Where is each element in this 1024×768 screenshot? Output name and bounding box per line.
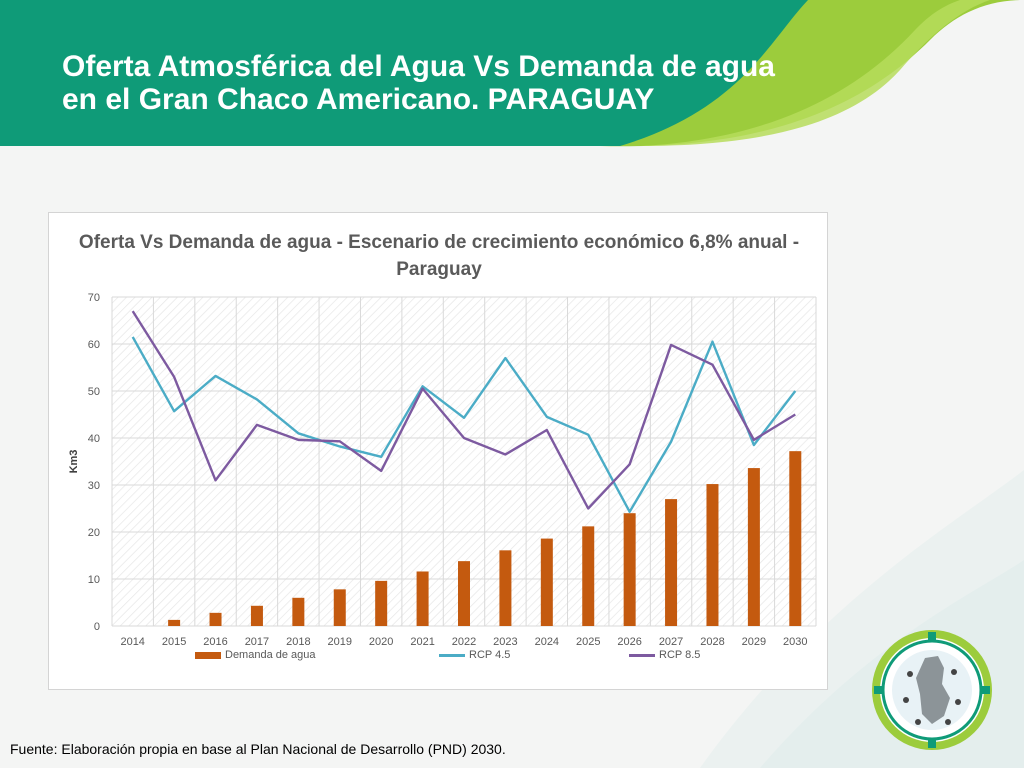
- y-tick-label: 10: [88, 574, 100, 586]
- x-tick-label: 2015: [162, 636, 186, 648]
- line-rcp45: [131, 336, 797, 513]
- legend-item-rcp45: RCP 4.5: [439, 648, 510, 662]
- bar-demanda: [706, 484, 719, 626]
- legend-swatch-rcp85: [629, 653, 655, 657]
- y-tick-label: 30: [88, 480, 100, 492]
- bar-demanda: [789, 451, 802, 626]
- x-tick-label: 2018: [286, 636, 310, 648]
- x-tick-label: 2029: [742, 636, 766, 648]
- chart-title: Oferta Vs Demanda de agua - Escenario de…: [78, 232, 800, 280]
- legend-swatch-rcp45: [439, 653, 465, 657]
- legend-label-rcp45: RCP 4.5: [469, 649, 511, 661]
- x-tick-label: 2024: [535, 636, 559, 648]
- bar-demanda: [458, 561, 470, 626]
- slide-title: Oferta Atmosférica del Agua Vs Demanda d…: [62, 50, 775, 116]
- bar-demanda: [623, 513, 636, 626]
- x-tick-label: 2025: [576, 636, 600, 648]
- header-band: [0, 0, 808, 146]
- legend-item-demanda: Demanda de agua: [195, 648, 316, 662]
- x-tick-label: 2020: [369, 636, 393, 648]
- x-tick-label: 2021: [410, 636, 434, 648]
- line-rcp85: [131, 310, 796, 510]
- bar-demanda: [499, 550, 512, 626]
- legend-label-demanda: Demanda de agua: [225, 649, 316, 661]
- bar-demanda: [582, 526, 595, 626]
- x-tick-label: 2019: [328, 636, 352, 648]
- x-tick-label: 2014: [120, 636, 144, 648]
- y-tick-label: 50: [88, 386, 100, 398]
- chart-card: Oferta Vs Demanda de agua - Escenario de…: [48, 212, 828, 690]
- bar-demanda: [209, 612, 222, 626]
- x-tick-label: 2026: [617, 636, 641, 648]
- bar-demanda: [250, 605, 263, 626]
- bar-demanda: [333, 589, 346, 626]
- x-tick-label: 2017: [245, 636, 269, 648]
- bar-demanda: [168, 619, 181, 626]
- bar-demanda: [747, 468, 760, 626]
- y-tick-label: 0: [94, 621, 100, 633]
- x-tick-label: 2030: [783, 636, 807, 648]
- legend-item-rcp85: RCP 8.5: [629, 648, 700, 662]
- chart-legend: Demanda de agua RCP 4.5 RCP 8.5: [49, 648, 829, 662]
- y-tick-label: 40: [88, 433, 100, 445]
- y-tick-label: 60: [88, 339, 100, 351]
- y-tick-label: 20: [88, 527, 100, 539]
- source-citation: Fuente: Elaboración propia en base al Pl…: [10, 741, 506, 757]
- x-tick-label: 2016: [203, 636, 227, 648]
- y-tick-label: 70: [88, 292, 100, 304]
- bar-demanda: [416, 571, 429, 626]
- header-wave-highlight: [640, 0, 990, 146]
- bar-demanda: [375, 580, 388, 626]
- x-tick-label: 2023: [493, 636, 517, 648]
- x-tick-label: 2028: [700, 636, 724, 648]
- legend-label-rcp85: RCP 8.5: [659, 649, 701, 661]
- y-axis-label: Km3: [68, 450, 80, 474]
- gran-chaco-logo-icon: [872, 630, 992, 750]
- x-tick-label: 2027: [659, 636, 683, 648]
- legend-swatch-demanda: [195, 651, 221, 659]
- bar-demanda: [665, 499, 678, 626]
- x-tick-label: 2022: [452, 636, 476, 648]
- bar-demanda: [292, 597, 305, 626]
- bar-demanda: [540, 538, 553, 626]
